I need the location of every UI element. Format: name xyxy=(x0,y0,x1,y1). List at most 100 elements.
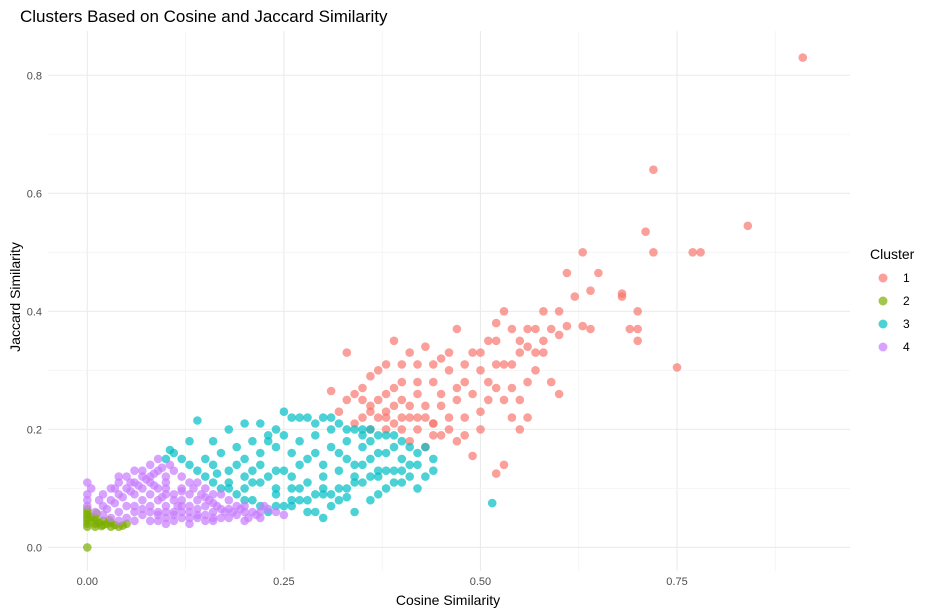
data-point-cluster-1 xyxy=(358,395,367,405)
data-point-cluster-1 xyxy=(413,389,422,399)
data-point-cluster-3 xyxy=(381,431,391,440)
data-point-cluster-3 xyxy=(389,442,399,452)
y-tick-label: 0.4 xyxy=(27,306,42,318)
data-point-cluster-3 xyxy=(342,454,352,464)
data-point-cluster-4 xyxy=(185,519,194,529)
x-tick-label: 0.25 xyxy=(273,576,294,588)
data-point-cluster-1 xyxy=(507,324,517,334)
data-point-cluster-1 xyxy=(444,425,454,434)
data-point-cluster-1 xyxy=(531,348,540,357)
grid-lines xyxy=(48,31,850,571)
legend: Cluster 1 2 3 4 xyxy=(870,246,915,354)
data-point-cluster-3 xyxy=(287,495,297,505)
data-point-cluster-3 xyxy=(381,448,391,458)
data-point-cluster-1 xyxy=(342,395,352,405)
data-point-cluster-4 xyxy=(177,487,186,496)
data-point-cluster-3 xyxy=(311,448,320,458)
data-point-cluster-3 xyxy=(389,466,399,476)
data-point-cluster-1 xyxy=(429,419,438,428)
data-point-cluster-3 xyxy=(381,466,391,476)
data-point-cluster-3 xyxy=(350,472,359,481)
data-point-cluster-3 xyxy=(366,454,375,464)
data-point-cluster-4 xyxy=(177,507,186,517)
data-point-cluster-1 xyxy=(366,401,375,411)
data-point-cluster-4 xyxy=(134,481,143,490)
data-point-cluster-4 xyxy=(185,513,194,523)
data-point-cluster-1 xyxy=(397,360,407,369)
data-point-cluster-4 xyxy=(138,466,147,476)
data-point-cluster-3 xyxy=(421,472,430,481)
data-point-cluster-1 xyxy=(413,377,422,387)
data-point-cluster-1 xyxy=(539,336,548,346)
data-point-cluster-4 xyxy=(90,507,100,517)
y-tick-label: 0.8 xyxy=(27,70,42,82)
data-point-cluster-1 xyxy=(476,425,485,434)
data-point-cluster-4 xyxy=(110,498,120,508)
data-point-cluster-3 xyxy=(193,466,202,476)
data-point-cluster-1 xyxy=(743,221,753,231)
data-point-cluster-3 xyxy=(201,454,210,464)
data-point-cluster-1 xyxy=(586,324,595,334)
data-point-cluster-4 xyxy=(110,484,120,493)
data-point-cluster-1 xyxy=(476,348,485,357)
x-tick-label: 0.50 xyxy=(470,576,491,588)
data-point-cluster-3 xyxy=(311,507,320,517)
data-point-cluster-3 xyxy=(358,460,367,470)
data-point-cluster-1 xyxy=(436,401,446,411)
data-point-cluster-4 xyxy=(145,516,155,526)
data-point-cluster-3 xyxy=(216,448,226,458)
data-point-cluster-1 xyxy=(421,413,430,422)
data-point-cluster-1 xyxy=(531,366,540,375)
data-point-cluster-3 xyxy=(287,472,297,481)
data-point-cluster-1 xyxy=(421,401,430,411)
data-point-cluster-1 xyxy=(405,348,415,357)
data-point-cluster-4 xyxy=(177,513,186,523)
data-point-cluster-1 xyxy=(460,377,470,387)
data-point-cluster-1 xyxy=(484,377,493,387)
data-point-cluster-4 xyxy=(145,490,155,499)
data-point-cluster-3 xyxy=(381,484,391,493)
data-point-cluster-4 xyxy=(122,513,131,523)
data-point-cluster-4 xyxy=(145,501,155,511)
data-point-cluster-1 xyxy=(350,389,359,399)
data-point-cluster-1 xyxy=(381,425,391,434)
data-point-cluster-1 xyxy=(562,321,572,331)
data-point-cluster-1 xyxy=(358,383,367,393)
data-point-cluster-4 xyxy=(169,510,179,520)
data-point-cluster-3 xyxy=(240,454,249,464)
data-point-cluster-3 xyxy=(185,460,194,470)
data-point-cluster-3 xyxy=(358,478,367,487)
data-point-cluster-3 xyxy=(303,478,312,487)
data-point-cluster-1 xyxy=(507,383,517,393)
data-point-cluster-3 xyxy=(373,431,383,440)
data-point-cluster-4 xyxy=(177,472,186,481)
data-point-cluster-3 xyxy=(177,454,186,464)
data-point-cluster-1 xyxy=(413,360,422,369)
data-point-cluster-3 xyxy=(350,507,359,517)
data-point-cluster-1 xyxy=(452,436,462,446)
data-point-cluster-1 xyxy=(397,413,407,422)
data-point-cluster-3 xyxy=(271,425,281,434)
data-point-cluster-3 xyxy=(429,454,438,464)
data-point-cluster-4 xyxy=(197,490,206,499)
data-point-cluster-1 xyxy=(397,425,407,434)
data-point-cluster-3 xyxy=(248,436,257,446)
data-point-cluster-1 xyxy=(468,451,477,461)
data-point-cluster-3 xyxy=(358,425,367,434)
data-point-cluster-4 xyxy=(208,513,218,523)
data-point-cluster-1 xyxy=(389,419,399,428)
data-point-cluster-4 xyxy=(201,510,210,520)
x-axis-title: Cosine Similarity xyxy=(396,592,500,608)
data-point-cluster-4 xyxy=(271,507,281,517)
data-point-cluster-3 xyxy=(342,425,352,434)
data-point-cluster-1 xyxy=(641,227,650,236)
data-point-cluster-1 xyxy=(389,383,399,393)
data-point-cluster-1 xyxy=(617,289,627,298)
data-point-cluster-1 xyxy=(531,324,540,334)
data-point-cluster-1 xyxy=(373,413,383,422)
data-point-cluster-1 xyxy=(452,395,462,405)
data-point-cluster-1 xyxy=(334,407,344,417)
data-point-cluster-4 xyxy=(130,501,139,511)
data-point-cluster-1 xyxy=(523,413,532,422)
